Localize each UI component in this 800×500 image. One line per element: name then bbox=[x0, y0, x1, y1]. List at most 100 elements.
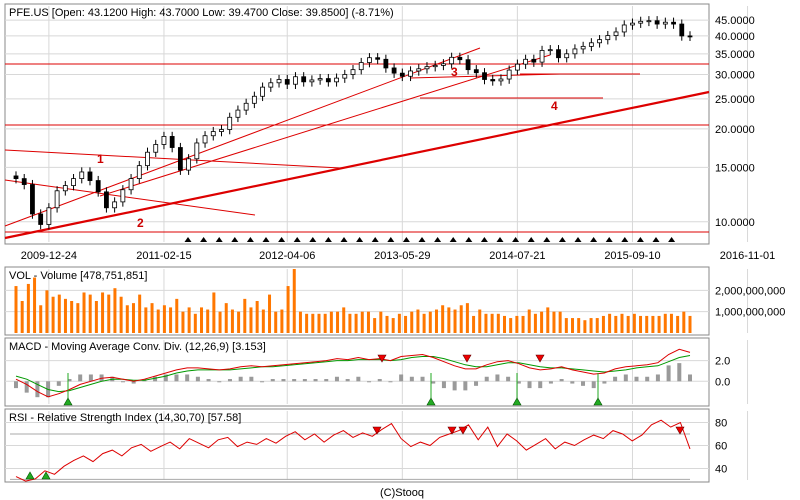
event-marker bbox=[231, 237, 239, 242]
event-marker bbox=[465, 237, 473, 242]
volume-bar bbox=[546, 307, 550, 333]
price-candle bbox=[301, 72, 307, 87]
volume-bar bbox=[206, 309, 210, 333]
candle-body bbox=[465, 59, 471, 71]
macd-histogram-bar bbox=[163, 374, 168, 382]
candle-body bbox=[210, 131, 216, 137]
volume-bar bbox=[366, 311, 370, 333]
volume-bar bbox=[428, 311, 432, 333]
macd-histogram-bar bbox=[441, 381, 446, 389]
price-candle bbox=[547, 45, 553, 56]
price-candle bbox=[441, 59, 446, 71]
candle-body bbox=[186, 158, 192, 171]
macd-histogram-bar bbox=[591, 381, 596, 389]
volume-bar bbox=[354, 313, 358, 333]
price-y-tick-label: 25.0000 bbox=[715, 94, 755, 106]
trend-line bbox=[4, 47, 481, 227]
price-candle bbox=[46, 203, 52, 230]
event-marker bbox=[449, 237, 457, 242]
volume-bar bbox=[385, 315, 389, 333]
volume-bar bbox=[422, 313, 426, 333]
macd-sell-signal bbox=[462, 354, 472, 363]
candle-body bbox=[383, 58, 389, 69]
candle-body bbox=[482, 72, 487, 80]
trend-line bbox=[99, 54, 551, 197]
candle-body bbox=[202, 135, 208, 144]
event-marker bbox=[480, 237, 488, 242]
candle-body bbox=[334, 77, 339, 83]
price-candle bbox=[21, 173, 27, 190]
event-marker bbox=[605, 237, 613, 242]
candle-body bbox=[457, 56, 463, 61]
event-marker bbox=[636, 237, 644, 242]
volume-bar bbox=[200, 307, 204, 333]
price-candle bbox=[251, 91, 257, 109]
x-tick-label: 2016-11-01 bbox=[720, 250, 775, 262]
price-candle bbox=[219, 124, 224, 137]
macd-histogram-bar bbox=[645, 376, 650, 382]
candle-body bbox=[572, 48, 578, 55]
event-marker bbox=[621, 237, 629, 242]
volume-bar bbox=[589, 318, 593, 333]
macd-histogram-bar bbox=[281, 379, 286, 382]
candle-body bbox=[260, 86, 265, 97]
macd-panel-frame bbox=[4, 337, 710, 407]
macd-histogram-bar bbox=[548, 381, 553, 384]
volume-bar bbox=[669, 313, 673, 333]
candle-body bbox=[597, 39, 602, 44]
volume-bar bbox=[441, 305, 445, 333]
candle-body bbox=[284, 79, 290, 85]
volume-bar bbox=[416, 309, 420, 333]
volume-bar bbox=[144, 307, 148, 333]
candle-body bbox=[630, 22, 635, 26]
annotation-3: 3 bbox=[451, 65, 458, 79]
candle-body bbox=[268, 82, 274, 88]
price-candle bbox=[177, 142, 183, 175]
macd-histogram-bar bbox=[56, 381, 61, 386]
rsi-line bbox=[15, 419, 691, 482]
event-marker bbox=[278, 237, 286, 242]
event-marker bbox=[527, 237, 535, 242]
event-marker bbox=[418, 237, 426, 242]
volume-bar bbox=[323, 313, 327, 333]
rsi-sell-signal bbox=[458, 426, 468, 435]
candle-body bbox=[325, 78, 331, 83]
macd-histogram-bar bbox=[484, 376, 489, 382]
macd-buy-signal bbox=[63, 397, 73, 406]
macd-histogram-bar bbox=[527, 381, 532, 389]
price-candle bbox=[383, 54, 389, 73]
event-marker bbox=[340, 237, 348, 242]
price-candle bbox=[556, 45, 561, 63]
macd-histogram-bar bbox=[67, 379, 72, 382]
rsi-panel-title: RSI - Relative Strength Index (14,30,70)… bbox=[9, 412, 241, 424]
candle-body bbox=[646, 20, 652, 23]
volume-bar bbox=[101, 292, 105, 333]
price-candle bbox=[95, 175, 101, 197]
signal-markers bbox=[25, 354, 685, 480]
macd-histogram-bar bbox=[206, 379, 211, 382]
volume-bar bbox=[583, 320, 587, 333]
x-tick-label: 2013-05-29 bbox=[374, 250, 430, 262]
volume-bar bbox=[14, 286, 18, 333]
event-marker bbox=[543, 237, 551, 242]
macd-histogram-bar bbox=[623, 374, 628, 382]
macd-histogram-bar bbox=[120, 381, 125, 383]
x-tick-label: 2011-02-15 bbox=[136, 250, 191, 262]
volume-bar bbox=[453, 309, 457, 333]
macd-histogram-bar bbox=[292, 379, 297, 382]
volume-bar bbox=[632, 313, 636, 333]
price-candle bbox=[473, 65, 479, 78]
macd-buy-signal bbox=[426, 397, 436, 406]
candle-body bbox=[87, 171, 93, 181]
candle-body bbox=[662, 21, 668, 25]
price-candle bbox=[621, 20, 627, 37]
candle-body bbox=[177, 147, 183, 171]
rsi-y-tick-label: 80 bbox=[715, 418, 727, 430]
price-candle bbox=[662, 17, 668, 29]
footer-copyright: (C)Stooq bbox=[380, 487, 424, 499]
volume-bar bbox=[509, 318, 513, 333]
price-candle bbox=[375, 53, 381, 65]
trend-line bbox=[4, 90, 710, 240]
price-y-tick-label: 20.0000 bbox=[715, 124, 755, 136]
price-candle bbox=[613, 27, 619, 41]
